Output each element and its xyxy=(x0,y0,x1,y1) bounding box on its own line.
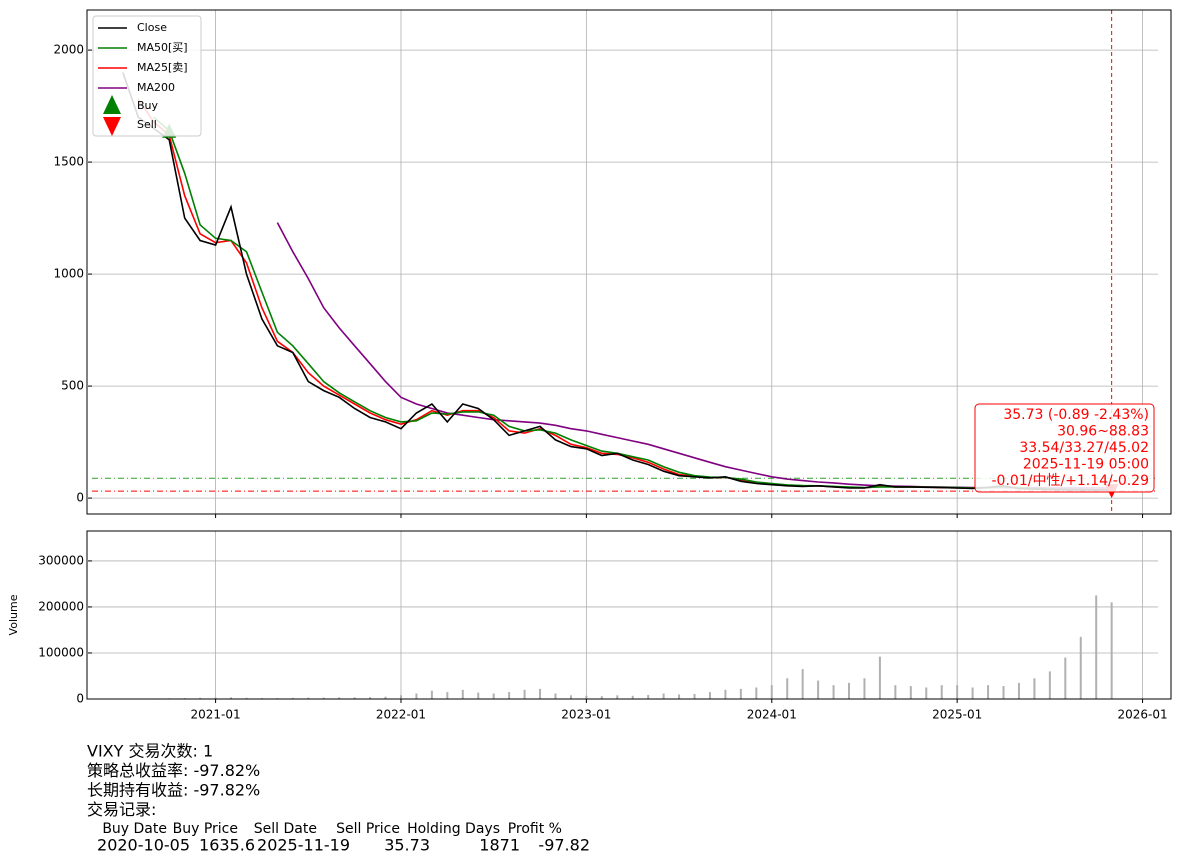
summary-line: 策略总收益率: -97.82% xyxy=(87,761,260,780)
volume-bar xyxy=(694,694,696,699)
y-tick-label: 300000 xyxy=(38,553,84,567)
volume-bar xyxy=(616,695,618,699)
annotation-text: 35.73 (-0.89 -2.43%) xyxy=(1003,407,1149,423)
volume-bar xyxy=(941,685,943,699)
volume-bar xyxy=(771,685,773,699)
table-cell: 2020-10-05 xyxy=(97,836,190,855)
table-cell: 1871 xyxy=(479,836,520,855)
volume-bar xyxy=(724,690,726,699)
x-tick-label: 2025-01 xyxy=(932,708,982,722)
table-cell: 35.73 xyxy=(384,836,430,855)
volume-bar xyxy=(1018,683,1020,699)
volume-bar xyxy=(879,657,881,699)
legend-label: Close xyxy=(137,21,167,34)
x-tick-label: 2024-01 xyxy=(747,708,797,722)
x-tick-label: 2026-01 xyxy=(1117,708,1167,722)
volume-bar xyxy=(1080,637,1082,699)
legend-label: MA25[卖] xyxy=(137,61,188,74)
volume-bar xyxy=(709,692,711,699)
volume-bar xyxy=(802,669,804,699)
volume-bar xyxy=(817,681,819,699)
volume-bar xyxy=(431,691,433,699)
volume-bar xyxy=(508,692,510,699)
y-tick-label: 100000 xyxy=(38,645,84,659)
y-tick-label: 500 xyxy=(61,379,84,393)
y-tick-label: 200000 xyxy=(38,599,84,613)
volume-bar xyxy=(833,685,835,699)
volume-bar xyxy=(477,693,479,699)
volume-bar xyxy=(570,695,572,699)
volume-bar xyxy=(539,689,541,699)
volume-bar xyxy=(894,685,896,699)
x-tick-label: 2022-01 xyxy=(376,708,426,722)
volume-bar xyxy=(1003,686,1005,699)
volume-bar xyxy=(1049,671,1051,699)
volume-bar xyxy=(400,695,402,699)
volume-bar xyxy=(446,692,448,699)
volume-bar xyxy=(786,678,788,699)
volume-bar xyxy=(1064,658,1066,699)
volume-bar xyxy=(925,687,927,699)
volume-bar xyxy=(663,693,665,699)
annotation-text: 2025-11-19 05:00 xyxy=(1023,457,1149,473)
y-axis-label: Volume xyxy=(7,594,20,635)
annotation-text: 33.54/33.27/45.02 xyxy=(1019,440,1149,456)
volume-bar xyxy=(678,694,680,699)
annotation-text: 30.96~88.83 xyxy=(1057,424,1149,440)
volume-bar xyxy=(972,687,974,699)
y-tick-label: 0 xyxy=(76,692,84,706)
y-tick-label: 1500 xyxy=(53,155,84,169)
volume-bar xyxy=(1095,595,1097,699)
legend-label: Sell xyxy=(137,118,157,131)
volume-bar xyxy=(740,689,742,699)
volume-bar xyxy=(493,693,495,699)
volume-bar xyxy=(863,678,865,699)
volume-bar xyxy=(848,683,850,699)
y-tick-label: 1000 xyxy=(53,267,84,281)
table-cell: 1635.6 xyxy=(199,836,255,855)
legend-label: MA50[买] xyxy=(137,41,188,54)
table-cell: -97.82 xyxy=(538,836,590,855)
volume-bar xyxy=(1033,678,1035,699)
summary-line: VIXY 交易次数: 1 xyxy=(87,742,213,761)
legend-label: Buy xyxy=(137,99,159,112)
volume-bar xyxy=(956,685,958,699)
volume-bar xyxy=(910,686,912,699)
annotation-text: -0.01/中性/+1.14/-0.29 xyxy=(992,473,1150,489)
volume-bar xyxy=(415,693,417,699)
summary-line: 长期持有收益: -97.82% xyxy=(87,781,260,800)
volume-bar xyxy=(647,695,649,699)
volume-bar xyxy=(462,690,464,699)
volume-bar xyxy=(987,685,989,699)
x-tick-label: 2023-01 xyxy=(561,708,611,722)
summary-line: 交易记录: xyxy=(87,800,156,819)
y-tick-label: 0 xyxy=(76,491,84,505)
x-tick-label: 2021-01 xyxy=(191,708,241,722)
y-tick-label: 2000 xyxy=(53,43,84,57)
volume-bar xyxy=(554,693,556,699)
volume-bar xyxy=(524,690,526,699)
table-cell: 2025-11-19 xyxy=(257,836,350,855)
volume-bar xyxy=(1111,602,1113,699)
volume-bar xyxy=(755,687,757,699)
legend-label: MA200 xyxy=(137,81,175,94)
